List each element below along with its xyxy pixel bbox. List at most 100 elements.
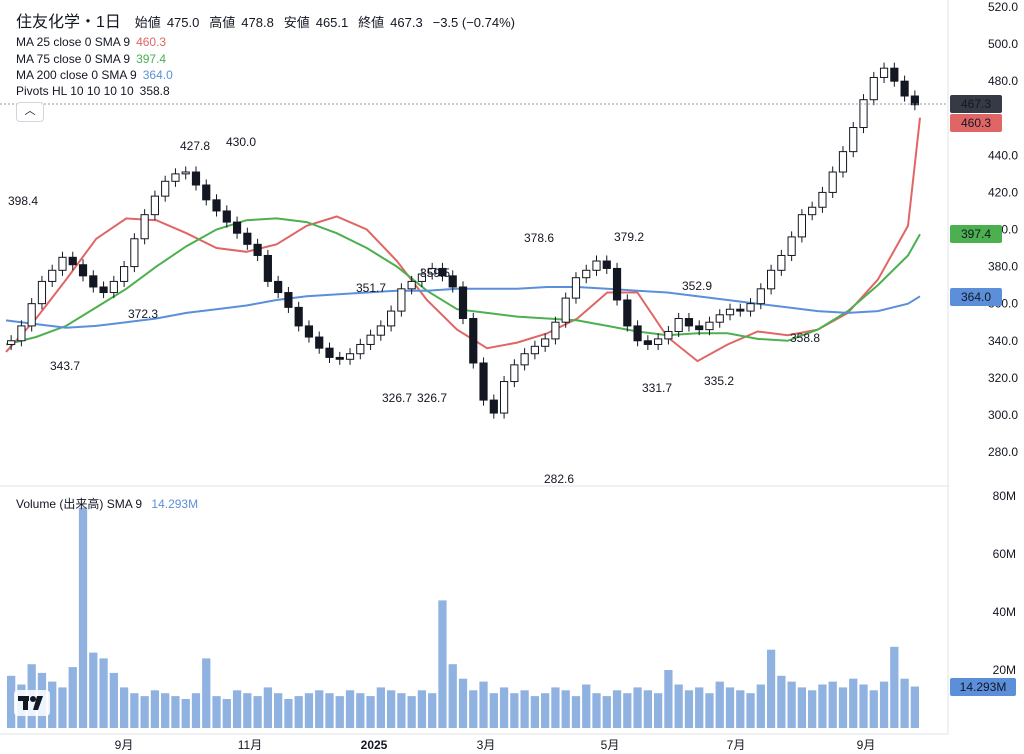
volume-bar — [263, 687, 273, 728]
volume-bar — [551, 687, 560, 728]
candle-body — [890, 67, 899, 82]
volume-bar — [623, 693, 632, 728]
pivot-label: 326.7 — [382, 391, 412, 405]
candle-body — [458, 286, 468, 319]
volume-bar — [58, 687, 67, 728]
volume-bar — [284, 699, 293, 728]
volume-bar — [653, 693, 663, 728]
time-axis[interactable]: 9月 11月 2025 3月 5月 7月 9月 — [115, 738, 876, 752]
change-value: −3.5 (−0.74%) — [432, 15, 515, 30]
pivot-labels: 398.4 427.8 430.0 372.3 343.7 351.7 359.5 326.7… — [8, 135, 820, 486]
volume-bar — [99, 658, 108, 728]
candle-body — [571, 277, 581, 299]
volume-bar — [140, 696, 149, 728]
legend-ma25[interactable]: MA 25 close 0 SMA 9 460.3 — [16, 34, 166, 50]
volume-bar — [150, 690, 160, 728]
volume-bar — [818, 684, 827, 728]
candle-body — [68, 256, 77, 266]
symbol-name[interactable]: 住友化学・1日 — [16, 14, 121, 31]
pivot-label: 335.2 — [704, 374, 734, 388]
candle-body — [489, 399, 498, 414]
time-tick-label: 9月 — [857, 738, 876, 752]
volume-bar — [294, 696, 303, 728]
candle-body — [612, 267, 622, 301]
legend-value: 397.4 — [136, 52, 167, 66]
time-tick-label: 5月 — [601, 738, 620, 752]
price-tick-label: 380.0 — [988, 260, 1018, 274]
candle-body — [325, 347, 334, 358]
volume-bar — [386, 690, 396, 728]
candle-body — [602, 260, 611, 269]
volume-bar — [438, 600, 447, 728]
price-badge-label: 364.0 — [961, 290, 991, 304]
volume-tick-label: 60M — [993, 547, 1016, 561]
volume-bar — [7, 675, 16, 728]
candle-body — [910, 95, 919, 106]
candle-body — [808, 206, 817, 216]
high-label: 高値 — [209, 15, 236, 30]
open-label: 始値 — [134, 15, 161, 30]
volume-bar — [325, 693, 334, 728]
tradingview-logo-icon[interactable] — [14, 690, 50, 716]
volume-badge-label: 14.293M — [960, 680, 1007, 694]
volume-bar — [171, 696, 180, 728]
volume-bar — [849, 678, 858, 728]
candle-body — [879, 67, 889, 78]
volume-axis[interactable]: 80M 60M 40M 20M — [993, 489, 1016, 677]
volume-legend[interactable]: Volume (出来高) SMA 9 14.293M — [16, 495, 198, 512]
pivot-label: 430.0 — [226, 135, 256, 149]
legend-ma75[interactable]: MA 75 close 0 SMA 9 397.4 — [16, 51, 166, 67]
candle-body — [469, 318, 478, 364]
volume-bar — [253, 696, 262, 728]
price-tick-label: 300.0 — [988, 408, 1018, 422]
volume-bar — [766, 649, 776, 728]
volume-bar — [366, 696, 375, 728]
close-label: 終値 — [358, 15, 385, 30]
collapse-legend-button[interactable]: ︿ — [16, 102, 44, 122]
candle-body — [859, 99, 868, 129]
candle-body — [428, 267, 437, 275]
candle-body — [130, 238, 139, 268]
volume-bar — [746, 693, 755, 728]
price-badge — [950, 95, 1002, 113]
candle-body — [551, 321, 560, 340]
candle-body — [7, 340, 16, 345]
volume-bar — [428, 693, 437, 728]
volume-bar — [756, 684, 765, 728]
legend-label: Pivots HL 10 10 10 10 — [16, 84, 134, 98]
candle-body — [582, 269, 591, 279]
volume-bar — [161, 693, 170, 728]
pivot-label: 331.7 — [642, 381, 672, 395]
legend-pivots[interactable]: Pivots HL 10 10 10 10 358.8 — [16, 83, 170, 99]
candle-body — [520, 353, 529, 366]
volume-bar — [448, 664, 457, 728]
price-tick-label: 500.0 — [988, 37, 1018, 51]
price-tick-label: 420.0 — [988, 185, 1018, 199]
price-badges: 467.3 460.3 397.4 364.0 14.293M — [950, 95, 1016, 696]
pivot-label: 378.6 — [524, 231, 554, 245]
low-label: 安値 — [283, 15, 310, 30]
candle-body — [89, 275, 98, 288]
price-tick-label: 320.0 — [988, 371, 1018, 385]
legend-ma200[interactable]: MA 200 close 0 SMA 9 364.0 — [16, 67, 173, 83]
candle-body — [48, 269, 57, 282]
candle-body — [499, 381, 509, 414]
candle-body — [294, 306, 303, 327]
volume-bar — [869, 690, 878, 728]
candle-body — [695, 325, 704, 331]
price-axis[interactable]: 520.0500.0480.0440.0420.0400.0380.0360.0… — [988, 0, 1018, 459]
candle-body — [284, 292, 293, 308]
candle-body — [99, 286, 108, 294]
candle-body — [664, 330, 673, 340]
candle-body — [530, 345, 539, 355]
volume-bar — [417, 690, 427, 728]
candle-body — [448, 275, 457, 288]
volume-bar — [530, 696, 540, 728]
candle-body — [541, 338, 550, 347]
pivot-label: 343.7 — [50, 359, 80, 373]
candle-body — [643, 340, 652, 345]
volume-bar — [900, 678, 909, 728]
candle-body — [438, 267, 447, 277]
open-value: 475.0 — [166, 15, 200, 30]
